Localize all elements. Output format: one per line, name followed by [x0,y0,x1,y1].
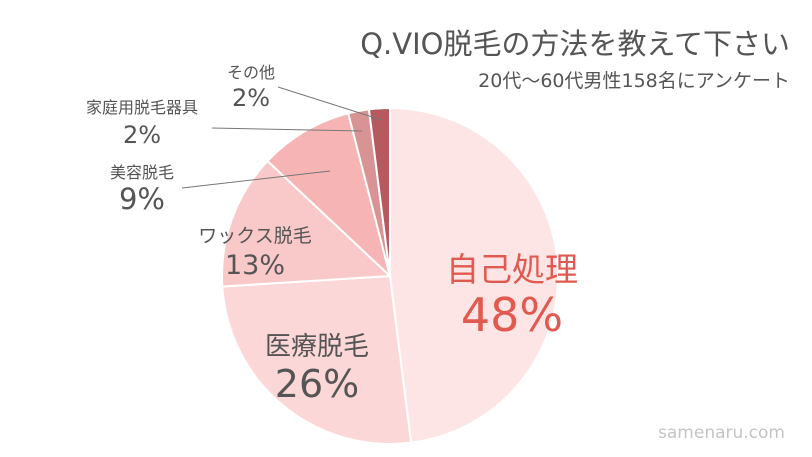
slice-label-3: 美容脱毛 [110,163,174,182]
slice-label-5: その他 [227,63,275,82]
slice-value-3: 9% [119,182,165,216]
pie-slice-0 [389,106,559,444]
slice-label-1: 医療脱毛 [265,332,369,362]
watermark: samenaru.com [658,423,785,443]
slice-label-4: 家庭用脱毛器具 [86,98,198,117]
slice-label-0: 自己処理 [446,250,578,289]
slice-value-1: 26% [275,362,359,406]
slice-value-2: 13% [225,250,285,281]
leader-line-4 [211,127,363,132]
slice-label-2: ワックス脱毛 [198,225,311,247]
leader-lines [181,86,383,189]
slice-value-5: 2% [232,84,270,112]
leader-line-5 [277,86,383,121]
pie-slices [221,106,559,445]
chart-title: Q.VIO脱毛の方法を教えて下さい [360,27,790,61]
pie-slice-1 [221,274,413,445]
pie-slice-3 [266,112,392,280]
chart-subtitle: 20代〜60代男性158名にアンケート [478,70,790,92]
slice-value-4: 2% [123,121,161,149]
leader-line-3 [181,170,331,189]
pie-slice-5 [367,106,391,277]
slice-value-0: 48% [461,288,563,342]
pie-slice-2 [221,159,393,288]
